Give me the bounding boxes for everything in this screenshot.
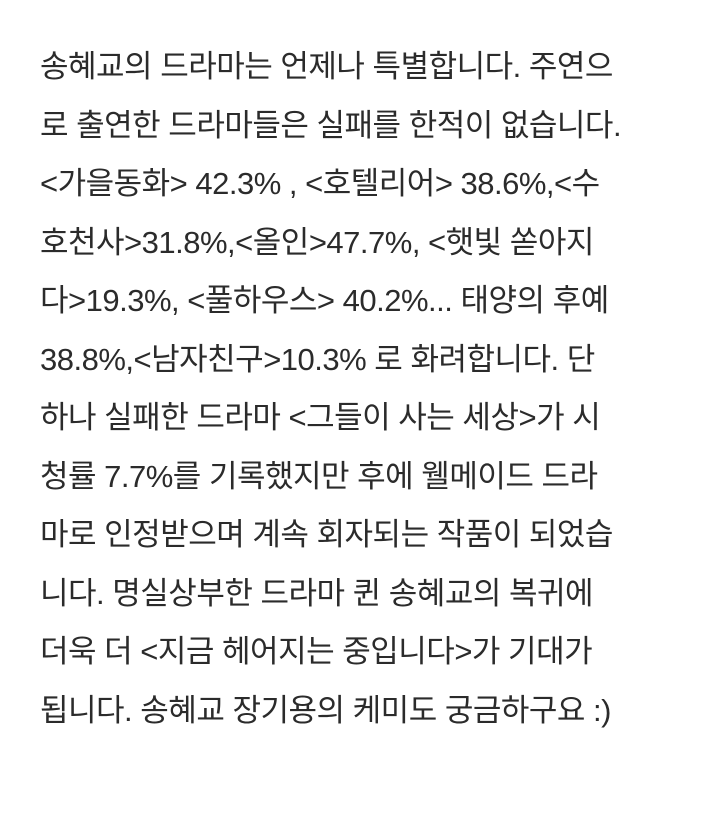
text-line: 됩니다. 송혜교 장기용의 케미도 궁금하구요 :): [40, 692, 611, 728]
text-line: 송혜교의 드라마는 언제나 특별합니다. 주연으: [40, 49, 613, 84]
text-line: <가을동화> 42.3% , <호텔리어> 38.6%,<수: [40, 166, 600, 201]
text-line: 하나 실패한 드라마 <그들이 사는 세상>가 시: [40, 400, 601, 435]
text-line: 로 출연한 드라마들은 실패를 한적이 없습니다.: [40, 107, 622, 143]
text-line: 더욱 더 <지금 헤어지는 중입니다>가 기대가: [40, 634, 593, 669]
text-line: 마로 인정받으며 계속 회자되는 작품이 되었습: [40, 517, 613, 552]
text-line: 니다. 명실상부한 드라마 퀸 송혜교의 복귀에: [40, 575, 594, 611]
text-line: 38.8%,<남자친구>10.3% 로 화려합니다. 단: [40, 341, 595, 377]
text-line: 다>19.3%, <풀하우스> 40.2%... 태양의 후예: [40, 283, 609, 318]
text-line: 청률 7.7%를 기록했지만 후에 웰메이드 드라: [40, 458, 598, 494]
text-line: 호천사>31.8%,<올인>47.7%, <햇빛 쏟아지: [40, 224, 594, 260]
article-body: 송혜교의 드라마는 언제나 특별합니다. 주연으 로 출연한 드라마들은 실패를…: [40, 49, 622, 728]
